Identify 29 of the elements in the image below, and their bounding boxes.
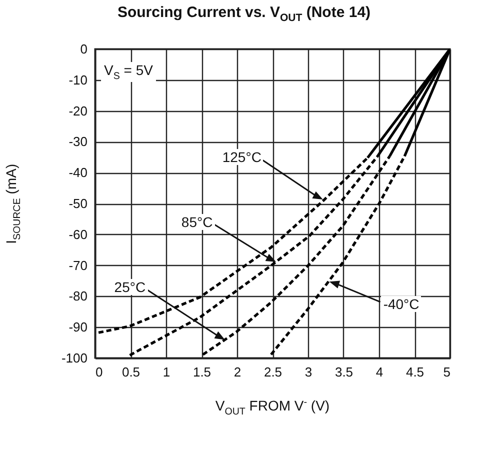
annotation: V$_{S}$ = 5V	[101, 62, 156, 82]
x-tick-label: 5	[443, 364, 450, 380]
y-tick-label: -90	[68, 320, 88, 335]
y-tick-label: -20	[68, 103, 88, 118]
y-tick-label: -50	[68, 196, 88, 211]
x-tick-label: 4	[376, 364, 384, 380]
x-tick-label: 3.5	[334, 364, 354, 380]
y-tick-label: -40	[68, 165, 88, 180]
y-tick-label: 0	[80, 42, 88, 56]
x-tick-label: 0.5	[122, 364, 140, 380]
y-tick-label: -70	[68, 258, 88, 273]
x-tick-label: 2	[234, 364, 242, 380]
y-tick-label: -100	[61, 350, 88, 366]
chart-title: Sourcing Current vs. V$_{OUT}$ (Note 14)	[116, 4, 372, 24]
x-tick-label: 1.5	[192, 364, 212, 380]
annotation: 85°C	[179, 214, 215, 230]
y-tick-label: -80	[68, 288, 88, 304]
y-tick-label: -60	[68, 226, 88, 242]
annotation: -40°C	[381, 296, 422, 312]
y-tick-label: -10	[68, 72, 88, 88]
annotation: 125°C	[220, 149, 264, 166]
y-tick-label: -30	[68, 134, 88, 150]
x-tick-label: 3	[304, 364, 312, 380]
x-axis-title: V$_{OUT}$ FROM V$^{-}$ (V)	[214, 397, 331, 418]
x-tick-label: 1	[162, 364, 170, 380]
annotation: 25°C	[112, 278, 148, 295]
x-tick-label: 2.5	[264, 364, 282, 380]
x-tick-label: 0	[96, 364, 103, 380]
x-tick-label: 4.5	[406, 364, 424, 380]
